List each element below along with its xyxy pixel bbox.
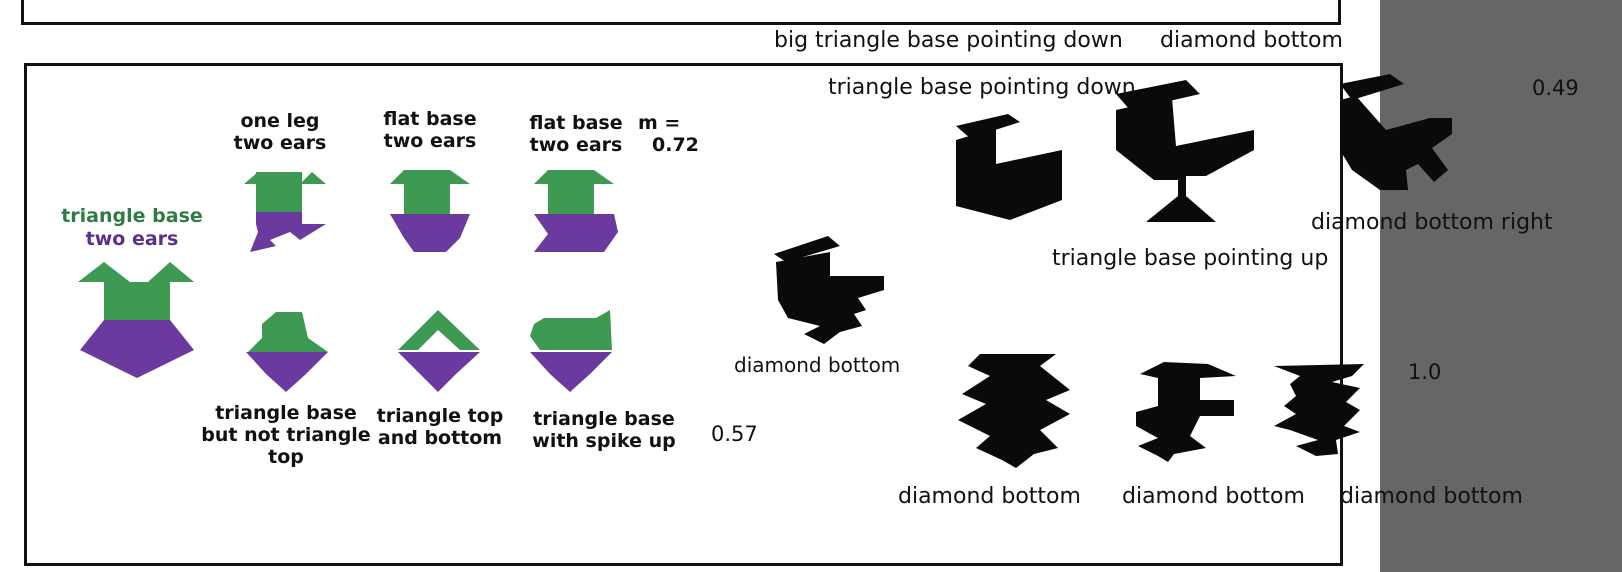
- main-figure: [78, 262, 194, 378]
- silhouette-big-tri-down: [1116, 80, 1254, 222]
- top-frame: [21, 0, 1341, 25]
- value-057: 0.57: [711, 422, 758, 446]
- figure-triangle-top-bottom-label-2: and bottom: [377, 427, 503, 449]
- label-tri-down: triangle base pointing down: [828, 75, 1136, 100]
- figure-triangle-top-bottom: [398, 310, 480, 392]
- figure-triangle-base-not-top-label-3: top: [268, 446, 304, 468]
- label-diamond-bottom-right: diamond bottom right: [1311, 210, 1553, 235]
- figure-flat-base-1-label-2: two ears: [383, 130, 477, 152]
- silhouette-db2: [1136, 362, 1236, 462]
- label-db2: diamond bottom: [1122, 484, 1305, 509]
- label-diamond-bottom-top: diamond bottom: [1160, 28, 1343, 53]
- value-10: 1.0: [1408, 360, 1442, 384]
- main-frame: [24, 63, 1343, 566]
- silhouette-db3: [1274, 364, 1364, 456]
- figure-flat-base-2-label-1: flat base: [529, 112, 623, 134]
- figure-triangle-base-spike-label-1: triangle base: [533, 408, 675, 430]
- main-figure-label-1: triangle base: [61, 205, 203, 227]
- label-big-tri-down: big triangle base pointing down: [774, 28, 1123, 53]
- value-049: 0.49: [1532, 76, 1579, 100]
- figure-flat-base-1: [390, 170, 470, 252]
- figure-triangle-base-not-top: [246, 312, 328, 392]
- silhouette-diamond-bottom-right: [1340, 74, 1452, 190]
- figure-triangle-base-not-top-label-2: but not triangle: [201, 424, 371, 446]
- figure-one-leg-label-2: two ears: [233, 132, 327, 154]
- figure-flat-base-2-label-2: two ears: [529, 134, 623, 156]
- figure-flat-base-2: [534, 170, 618, 252]
- figure-triangle-top-bottom-label-1: triangle top: [376, 405, 504, 427]
- main-figure-label-2: two ears: [85, 228, 179, 250]
- figure-triangle-base-spike: [530, 310, 612, 392]
- label-tri-up: triangle base pointing up: [1052, 246, 1329, 271]
- silhouette-tri-down: [956, 114, 1062, 220]
- m-label: m =: [638, 112, 681, 134]
- gray-side-panel: [1380, 0, 1622, 572]
- figure-triangle-base-spike-label-2: with spike up: [532, 430, 676, 452]
- figure-one-leg-label-1: one leg: [240, 110, 320, 132]
- label-db1: diamond bottom: [898, 484, 1081, 509]
- label-db3: diamond bottom: [1340, 484, 1523, 509]
- label-diamond-bottom-mid: diamond bottom: [734, 353, 901, 377]
- figure-triangle-base-not-top-label-1: triangle base: [215, 402, 357, 424]
- figure-flat-base-1-label-1: flat base: [383, 108, 477, 130]
- silhouette-diamond-bottom-mid: [774, 236, 884, 344]
- m-value: 0.72: [652, 134, 699, 156]
- figure-one-leg: [244, 172, 326, 252]
- silhouette-db1: [958, 354, 1070, 468]
